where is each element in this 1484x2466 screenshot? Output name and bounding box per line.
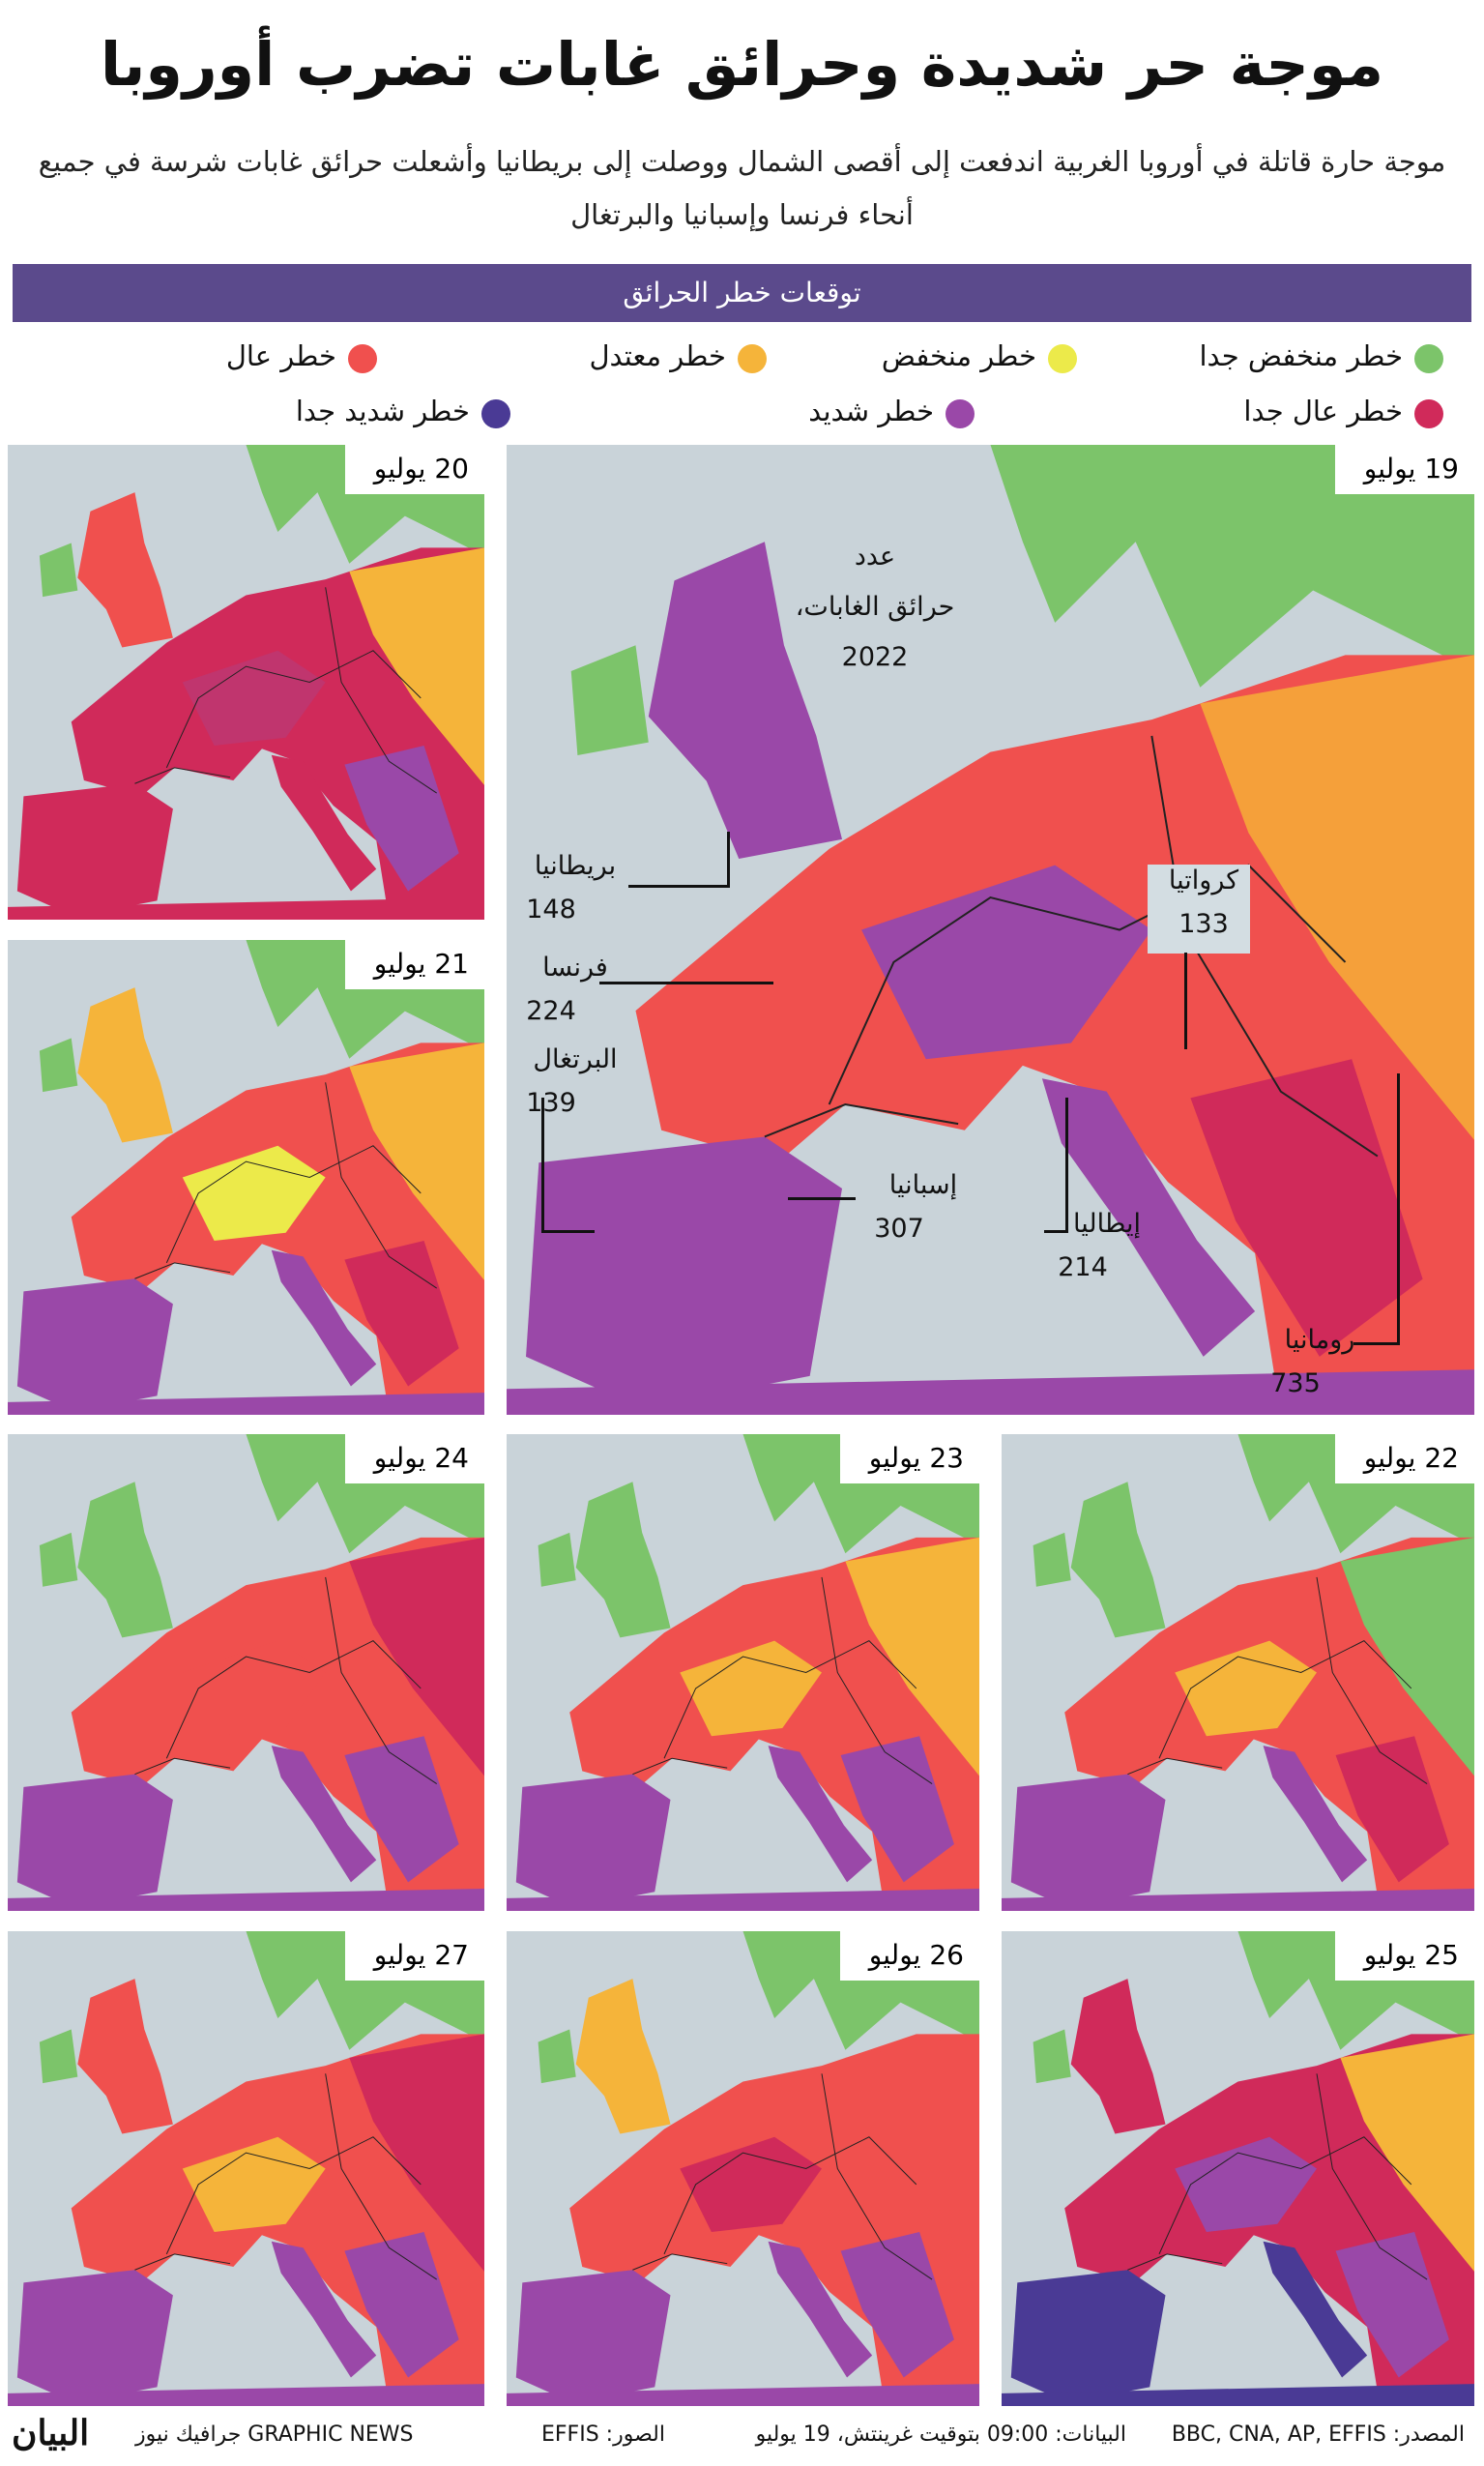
legend-label: خطر معتدل: [589, 339, 726, 372]
map-panel: 27 يوليو: [8, 1931, 484, 2406]
legend-swatch: [1048, 344, 1077, 373]
legend-swatch: [1414, 344, 1443, 373]
legend-swatch: [348, 344, 377, 373]
map-date: 24 يوليو: [344, 1434, 484, 1483]
map-panel: 24 يوليو: [8, 1434, 484, 1911]
legend-swatch: [1414, 399, 1443, 428]
fires-title: 2022: [841, 642, 909, 672]
country-count: 139: [526, 1088, 576, 1118]
map-panel: 23 يوليو: [507, 1434, 979, 1911]
map-shape: [507, 1931, 979, 2406]
country-count: 735: [1270, 1368, 1321, 1398]
map-date: 26 يوليو: [839, 1931, 979, 1981]
leader-line: [541, 1098, 544, 1233]
leader-line: [541, 1230, 595, 1233]
leader-line: [1353, 1342, 1400, 1345]
map-shape: [8, 1434, 484, 1911]
leader-line: [1184, 953, 1187, 1049]
country-name: بريطانيا: [534, 851, 617, 881]
leader-line: [1044, 1230, 1068, 1233]
map-panel: 22 يوليو: [1002, 1434, 1474, 1911]
country-count: 148: [526, 895, 576, 925]
footer-credit: GRAPHIC NEWS جرافيك نيوز: [135, 2422, 414, 2447]
country-name: كرواتيا: [1168, 866, 1239, 895]
map-shape: [507, 1434, 979, 1911]
legend-label: خطر شديد جدا: [295, 395, 470, 427]
leader-line: [727, 832, 730, 888]
country-name: فرنسا: [542, 953, 608, 983]
leader-line: [599, 982, 773, 984]
legend-label: خطر عال: [225, 339, 336, 372]
subtitle: أنحاء فرنسا وإسبانيا والبرتغال: [570, 198, 914, 231]
leader-line: [1397, 1073, 1400, 1344]
map: [8, 445, 484, 920]
logo: البيان: [12, 2413, 90, 2453]
legend-label: خطر منخفض جدا: [1199, 339, 1403, 372]
map: [8, 1931, 484, 2406]
map-date: 21 يوليو: [344, 940, 484, 989]
map: [507, 1434, 979, 1911]
map-shape: [507, 445, 1474, 1415]
map-panel: 25 يوليو: [1002, 1931, 1474, 2406]
title: موجة حر شديدة وحرائق غابات تضرب أوروبا: [100, 29, 1384, 100]
legend-label: خطر عال جدا: [1243, 395, 1403, 427]
map-date: 27 يوليو: [344, 1931, 484, 1981]
map: [8, 940, 484, 1415]
map: [1002, 1434, 1474, 1911]
map-panel: 20 يوليو: [8, 445, 484, 920]
leader-line: [1065, 1098, 1068, 1233]
legend-label: خطر منخفض: [881, 339, 1036, 372]
subtitle: موجة حارة قاتلة في أوروبا الغربية اندفعت…: [38, 145, 1446, 178]
map-shape: [1002, 1434, 1474, 1911]
country-count: 214: [1058, 1252, 1108, 1282]
footer-images: الصور: EFFIS: [541, 2422, 665, 2447]
map: [507, 445, 1474, 1415]
map-panel: 26 يوليو: [507, 1931, 979, 2406]
map-date: 22 يوليو: [1334, 1434, 1474, 1483]
map: [8, 1434, 484, 1911]
section-bar: توقعات خطر الحرائق: [13, 264, 1471, 322]
country-name: إيطاليا: [1073, 1209, 1141, 1239]
map-shape: [8, 1931, 484, 2406]
leader-line: [788, 1197, 856, 1200]
croatia-box: [1148, 865, 1250, 954]
legend-swatch: [946, 399, 975, 428]
country-name: إسبانيا: [888, 1170, 958, 1200]
map-shape: [8, 940, 484, 1415]
fires-title: حرائق الغابات،: [795, 592, 955, 622]
section-title: توقعات خطر الحرائق: [623, 277, 861, 308]
country-count: 307: [874, 1214, 924, 1244]
map-panel: 19 يوليو: [507, 445, 1474, 1415]
map-shape: [1002, 1931, 1474, 2406]
country-name: البرتغال: [533, 1044, 618, 1074]
map: [507, 1931, 979, 2406]
footer-data: البيانات: 09:00 بتوقيت غرينتش، 19 يوليو: [755, 2422, 1126, 2447]
legend-swatch: [481, 399, 510, 428]
legend-label: خطر شديد: [808, 395, 934, 427]
map-shape: [8, 445, 484, 920]
country-count: 224: [526, 996, 576, 1026]
map-date: 20 يوليو: [344, 445, 484, 494]
country-count: 133: [1178, 909, 1229, 939]
map-date: 19 يوليو: [1334, 445, 1474, 494]
map-panel: 21 يوليو: [8, 940, 484, 1415]
map: [1002, 1931, 1474, 2406]
country-name: رومانيا: [1284, 1325, 1355, 1355]
fires-title: عدد: [854, 542, 896, 572]
footer-source: المصدر: BBC, CNA, AP, EFFIS: [1171, 2422, 1465, 2447]
map-date: 23 يوليو: [839, 1434, 979, 1483]
legend-swatch: [738, 344, 767, 373]
map-date: 25 يوليو: [1334, 1931, 1474, 1981]
leader-line: [628, 885, 730, 888]
